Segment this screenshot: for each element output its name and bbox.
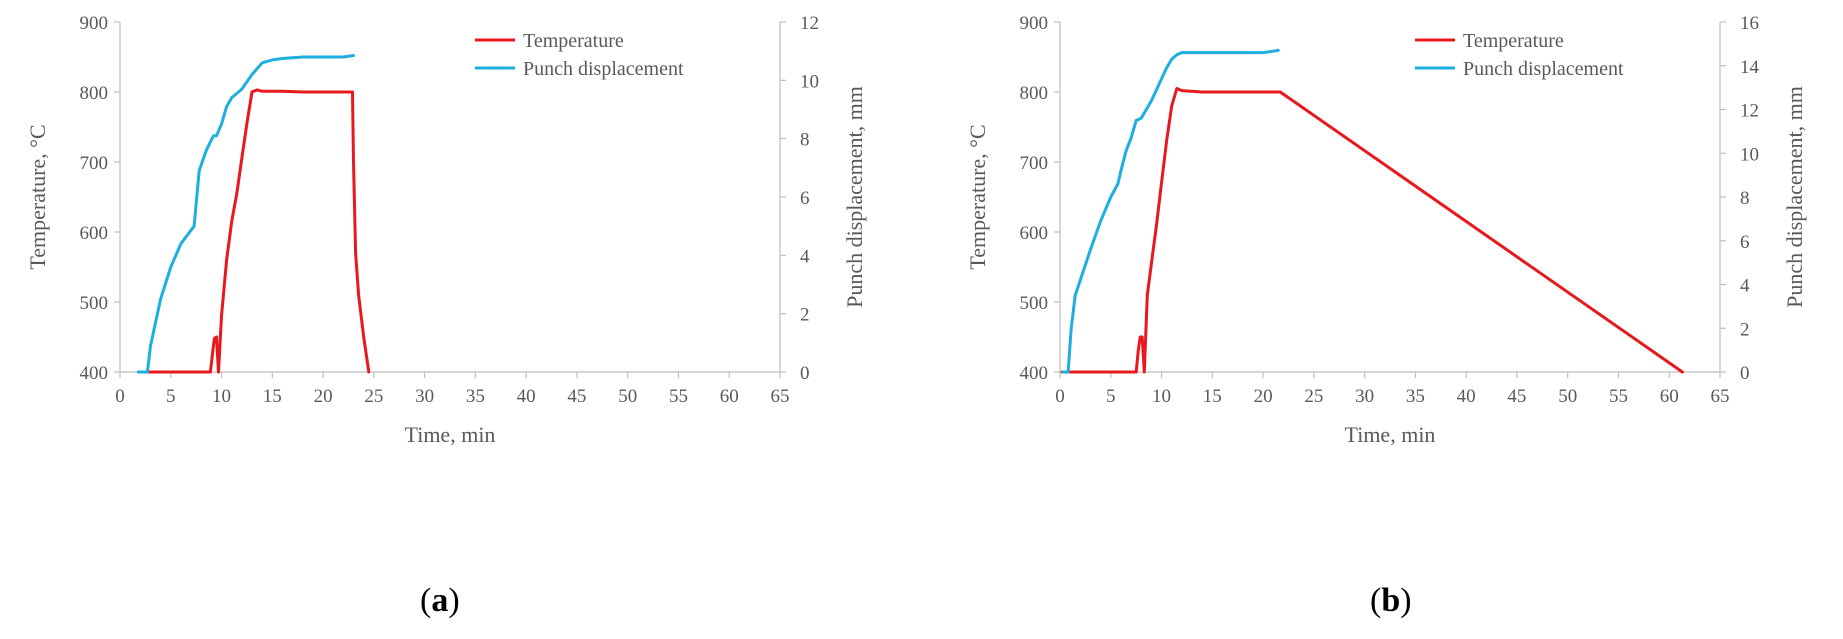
y-axis-label: Temperature, °C xyxy=(25,124,50,269)
panel-label-a: (a) xyxy=(420,582,460,619)
y-tick-label: 700 xyxy=(1020,153,1049,174)
x-tick-label: 10 xyxy=(1152,386,1171,407)
x-tick-label: 55 xyxy=(1609,386,1628,407)
y-tick-label: 900 xyxy=(80,13,109,34)
x-tick-label: 15 xyxy=(1203,386,1222,407)
x-tick-label: 50 xyxy=(618,386,637,407)
x-tick-label: 65 xyxy=(771,386,790,407)
temperature-line xyxy=(1060,87,1684,374)
x-tick-label: 20 xyxy=(314,386,333,407)
y2-tick-label: 0 xyxy=(1740,363,1750,384)
x-tick-label: 35 xyxy=(1406,386,1425,407)
y-tick-label: 500 xyxy=(1020,293,1049,314)
y-tick-label: 700 xyxy=(80,153,109,174)
x-tick-label: 25 xyxy=(1304,386,1323,407)
chart-b: 0 5 10 15 20 25 30 35 40 45 50 55 60 6540050060070080… xyxy=(965,13,1807,447)
x-tick-label: 0 xyxy=(1055,386,1065,407)
y2-tick-label: 8 xyxy=(800,130,810,151)
y-tick-label: 600 xyxy=(1020,223,1049,244)
chart-panel-b: 0 5 10 15 20 25 30 35 40 45 50 55 60 65 400 500 600 700 80… xyxy=(940,0,1840,639)
y-tick-label: 600 xyxy=(80,223,109,244)
chart-panel-a: 0 5 10 15 20 25 30 35 40 45 50 55 60 65 400 500 600 700 80… xyxy=(0,0,900,639)
temperature-line xyxy=(146,88,371,374)
x-tick-label: 0 xyxy=(115,386,125,407)
y2-tick-label: 6 xyxy=(800,188,810,209)
punch-displacement-line xyxy=(1061,48,1280,374)
y-tick-label: 800 xyxy=(1020,83,1049,104)
y2-tick-label: 16 xyxy=(1740,13,1759,34)
x-axis-label: Time, min xyxy=(1345,422,1436,447)
y2-tick-label: 4 xyxy=(800,246,810,267)
x-tick-label: 50 xyxy=(1558,386,1577,407)
y2-axis-label: Punch displacement, mm xyxy=(1782,86,1807,308)
punch-displacement-line xyxy=(136,54,355,374)
x-tick-label: 40 xyxy=(517,386,536,407)
x-tick-label: 45 xyxy=(567,386,586,407)
y2-tick-label: 0 xyxy=(800,363,810,384)
y-tick-label: 400 xyxy=(1020,363,1049,384)
y-tick-label: 800 xyxy=(80,83,109,104)
panel-label-b: (b) xyxy=(1370,582,1412,619)
x-tick-label: 30 xyxy=(1355,386,1374,407)
x-tick-label: 10 xyxy=(212,386,231,407)
x-tick-label: 35 xyxy=(466,386,485,407)
y-tick-label: 500 xyxy=(80,293,109,314)
legend-entry: Punch displacement xyxy=(1463,58,1624,80)
x-tick-label: 25 xyxy=(364,386,383,407)
y2-axis-label: Punch displacement, mm xyxy=(842,86,867,308)
x-tick-label: 20 xyxy=(1254,386,1273,407)
y2-tick-label: 2 xyxy=(1740,319,1750,340)
y2-tick-label: 8 xyxy=(1740,188,1750,209)
y2-tick-label: 12 xyxy=(800,13,819,34)
legend-entry: Temperature xyxy=(523,30,624,52)
y2-tick-label: 6 xyxy=(1740,232,1750,253)
x-tick-label: 55 xyxy=(669,386,688,407)
x-tick-label: 60 xyxy=(1660,386,1679,407)
y-tick-label: 400 xyxy=(80,363,109,384)
x-tick-label: 45 xyxy=(1507,386,1526,407)
y2-tick-label: 10 xyxy=(1740,144,1759,165)
y-axis-label: Temperature, °C xyxy=(965,124,990,269)
legend-entry: Temperature xyxy=(1463,30,1564,52)
x-tick-label: 5 xyxy=(1106,386,1116,407)
x-tick-label: 60 xyxy=(720,386,739,407)
x-axis-label: Time, min xyxy=(405,422,496,447)
y2-tick-label: 2 xyxy=(800,305,810,326)
y2-tick-label: 12 xyxy=(1740,101,1759,122)
y2-tick-label: 4 xyxy=(1740,276,1750,297)
x-tick-label: 5 xyxy=(166,386,176,407)
legend-entry: Punch displacement xyxy=(523,58,684,80)
y2-tick-label: 14 xyxy=(1740,57,1760,78)
x-tick-label: 40 xyxy=(1457,386,1476,407)
y2-tick-label: 10 xyxy=(800,71,819,92)
x-tick-label: 15 xyxy=(263,386,282,407)
chart-a: 0 5 10 15 20 25 30 35 40 45 50 55 60 6540050060070080… xyxy=(25,13,867,447)
x-tick-label: 30 xyxy=(415,386,434,407)
y-tick-label: 900 xyxy=(1020,13,1049,34)
x-tick-label: 65 xyxy=(1711,386,1730,407)
